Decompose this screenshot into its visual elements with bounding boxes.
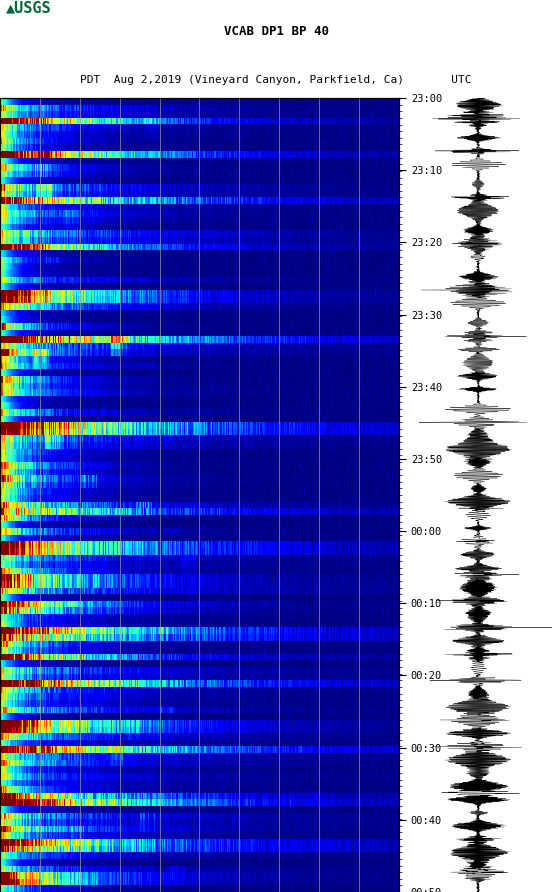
Text: PDT  Aug 2,2019 (Vineyard Canyon, Parkfield, Ca)       UTC: PDT Aug 2,2019 (Vineyard Canyon, Parkfie… <box>80 75 472 86</box>
Text: ▲USGS: ▲USGS <box>6 0 51 15</box>
Text: VCAB DP1 BP 40: VCAB DP1 BP 40 <box>224 25 328 37</box>
